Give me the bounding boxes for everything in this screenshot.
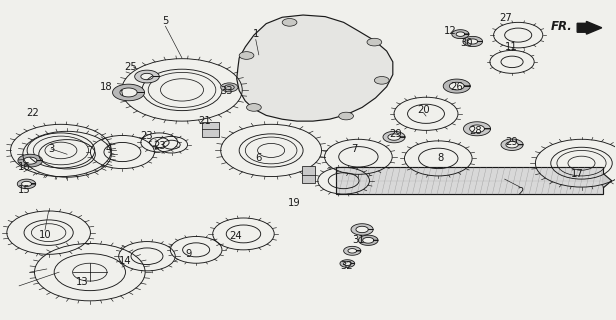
Text: 30: 30 xyxy=(460,38,473,48)
Text: 17: 17 xyxy=(571,169,583,179)
Polygon shape xyxy=(463,36,482,47)
Bar xyxy=(202,122,219,137)
Bar xyxy=(336,167,603,194)
Text: 13: 13 xyxy=(76,277,88,287)
Text: 25: 25 xyxy=(124,62,137,72)
Text: 8: 8 xyxy=(437,153,444,164)
Text: 3: 3 xyxy=(48,144,54,154)
Text: 28: 28 xyxy=(469,126,482,136)
Text: 16: 16 xyxy=(18,162,30,172)
Circle shape xyxy=(282,19,297,26)
Polygon shape xyxy=(340,260,355,268)
Text: 4: 4 xyxy=(105,144,111,154)
Polygon shape xyxy=(18,154,43,167)
Polygon shape xyxy=(113,84,145,101)
Polygon shape xyxy=(603,173,612,188)
Text: 14: 14 xyxy=(118,256,131,266)
Circle shape xyxy=(375,76,389,84)
Circle shape xyxy=(339,112,354,120)
Text: 24: 24 xyxy=(229,231,242,241)
Text: 11: 11 xyxy=(505,42,517,52)
Text: 29: 29 xyxy=(389,129,402,139)
Text: 29: 29 xyxy=(506,137,519,147)
Polygon shape xyxy=(351,224,373,235)
Polygon shape xyxy=(452,30,469,39)
Text: 26: 26 xyxy=(450,82,463,92)
Text: 23: 23 xyxy=(140,131,153,141)
Text: 9: 9 xyxy=(185,249,192,259)
Text: 10: 10 xyxy=(39,230,51,240)
Text: 21: 21 xyxy=(198,116,211,126)
Polygon shape xyxy=(501,139,523,150)
Polygon shape xyxy=(359,235,378,245)
Text: 23: 23 xyxy=(153,141,166,151)
Text: 32: 32 xyxy=(340,261,352,271)
Text: 1: 1 xyxy=(253,29,259,39)
Text: 12: 12 xyxy=(444,26,457,36)
Text: 22: 22 xyxy=(26,108,39,118)
Text: 2: 2 xyxy=(517,187,523,197)
Text: 31: 31 xyxy=(352,235,365,245)
Circle shape xyxy=(239,52,254,59)
Polygon shape xyxy=(135,70,160,83)
Text: 19: 19 xyxy=(288,198,301,208)
Circle shape xyxy=(221,83,238,92)
Text: 20: 20 xyxy=(417,105,430,115)
Text: 18: 18 xyxy=(100,82,113,92)
Bar xyxy=(302,166,315,183)
Circle shape xyxy=(367,38,382,46)
Text: 7: 7 xyxy=(351,144,357,154)
Polygon shape xyxy=(444,79,470,93)
Text: 33: 33 xyxy=(221,86,233,97)
Circle shape xyxy=(246,104,261,111)
Polygon shape xyxy=(383,131,405,143)
Text: 15: 15 xyxy=(18,185,30,195)
Text: 6: 6 xyxy=(256,153,262,164)
Text: 5: 5 xyxy=(162,16,169,27)
Polygon shape xyxy=(237,15,393,121)
Polygon shape xyxy=(344,246,361,255)
FancyArrow shape xyxy=(577,21,602,34)
Text: 27: 27 xyxy=(500,13,513,23)
Text: FR.: FR. xyxy=(551,20,573,33)
Polygon shape xyxy=(463,122,490,136)
Polygon shape xyxy=(17,179,36,189)
